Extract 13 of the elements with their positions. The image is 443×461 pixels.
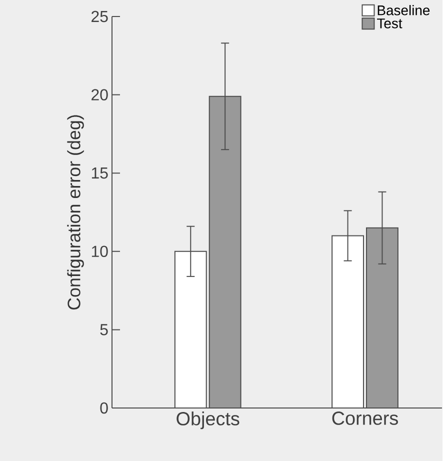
x-tick-label: Corners [332,412,398,425]
x-tick-label: Objects [176,412,240,430]
bar [366,227,399,408]
legend-label: Test [377,18,402,28]
y-tick-label: 20 [92,89,108,100]
legend-label: Baseline [378,5,430,16]
bar [210,96,242,408]
y-tick-label: 0 [100,402,108,414]
y-tick-label: 5 [100,324,108,336]
y-axis-title: Configuration error (deg) [67,115,84,310]
y-tick-label: 25 [92,10,108,22]
y-tick-label: 15 [92,168,108,179]
y-tick-label: 10 [92,246,108,258]
